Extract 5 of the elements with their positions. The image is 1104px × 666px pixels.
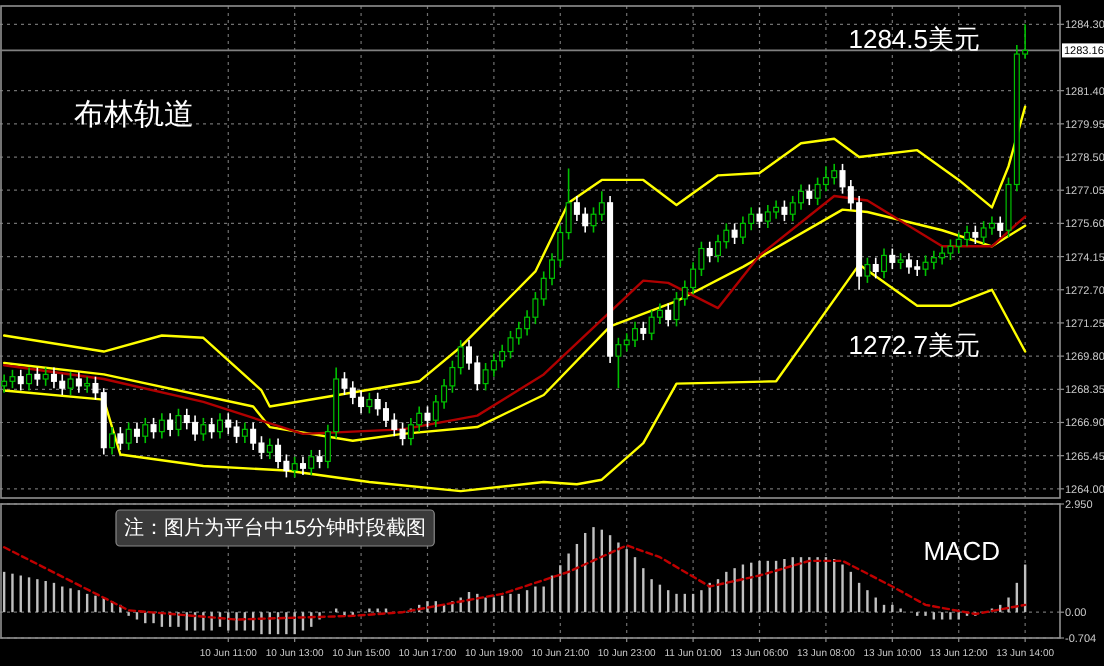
annotation: 1272.7美元 <box>848 330 980 360</box>
annotation: MACD <box>923 536 1000 566</box>
annotation: 注：图片为平台中15分钟时段截图 <box>124 516 427 540</box>
annotation: 1284.5美元 <box>848 24 980 54</box>
annotation: 布林轨道 <box>74 98 194 132</box>
